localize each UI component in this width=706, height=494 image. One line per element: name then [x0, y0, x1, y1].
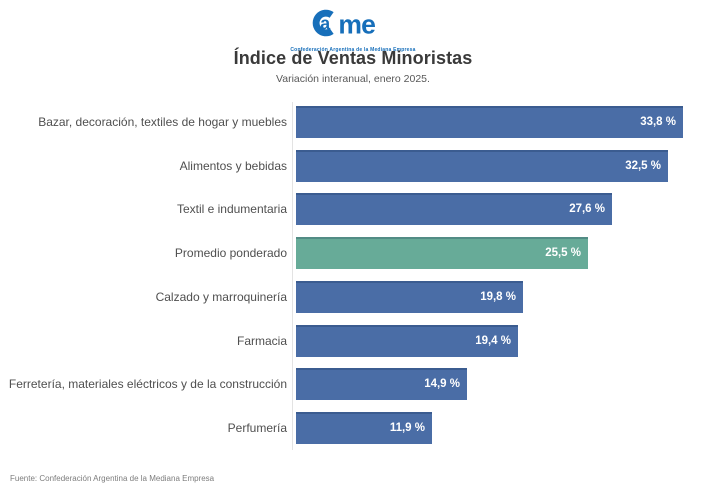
- logo-tagline: Confederación Argentina de la Mediana Em…: [290, 47, 416, 53]
- chart-title: Índice de Ventas Minoristas: [233, 48, 473, 68]
- bar: 33,8 %: [296, 106, 683, 138]
- bar-value-label: 33,8 %: [640, 116, 676, 128]
- bar-row: Textil e indumentaria 27,6 %: [0, 193, 706, 225]
- source-note: Fuente: Confederación Argentina de la Me…: [10, 474, 215, 483]
- bar-value-label: 11,9 %: [389, 422, 425, 434]
- bar: 19,8 %: [296, 281, 523, 313]
- category-label: Promedio ponderado: [174, 246, 287, 260]
- bar: 14,9 %: [296, 368, 467, 400]
- chart-subtitle: Variación interanual, enero 2025.: [276, 73, 430, 85]
- logo-letters-me: me: [338, 9, 375, 39]
- bar-highlight: 25,5 %: [296, 237, 588, 269]
- bar-value-label: 14,9 %: [424, 378, 460, 390]
- logo-c-ring: [312, 9, 334, 37]
- bar: 27,6 %: [296, 193, 612, 225]
- category-label: Ferretería, materiales eléctricos y de l…: [8, 377, 287, 391]
- logo-letter-a: a: [320, 13, 331, 33]
- category-label: Alimentos y bebidas: [179, 159, 287, 173]
- bar-value-label: 19,8 %: [480, 291, 516, 303]
- bar-row: Perfumería 11,9 %: [0, 412, 706, 444]
- bar-row: Alimentos y bebidas 32,5 %: [0, 150, 706, 182]
- bar-value-label: 19,4 %: [475, 335, 511, 347]
- bar-value-label: 25,5 %: [545, 247, 581, 259]
- bar-row: Calzado y marroquinería 19,8 %: [0, 281, 706, 313]
- y-axis-line: [292, 102, 293, 450]
- category-label: Farmacia: [236, 334, 287, 348]
- bar-value-label: 27,6 %: [569, 203, 605, 215]
- bar-value-label: 32,5 %: [625, 160, 661, 172]
- bar-row: Ferretería, materiales eléctricos y de l…: [0, 368, 706, 400]
- bar: 32,5 %: [296, 150, 668, 182]
- category-label: Perfumería: [227, 421, 287, 435]
- bar-row: Bazar, decoración, textiles de hogar y m…: [0, 106, 706, 138]
- category-label: Bazar, decoración, textiles de hogar y m…: [38, 115, 287, 129]
- came-logo-icon: a me: [312, 9, 376, 39]
- bar: 11,9 %: [296, 412, 432, 444]
- category-label: Textil e indumentaria: [176, 202, 287, 216]
- came-logo: a me Confederación Argentina de la Media…: [0, 5, 706, 53]
- bar: 19,4 %: [296, 325, 518, 357]
- category-label: Calzado y marroquinería: [155, 290, 287, 304]
- bar-row: Farmacia 19,4 %: [0, 325, 706, 357]
- bar-row: Promedio ponderado 25,5 %: [0, 237, 706, 269]
